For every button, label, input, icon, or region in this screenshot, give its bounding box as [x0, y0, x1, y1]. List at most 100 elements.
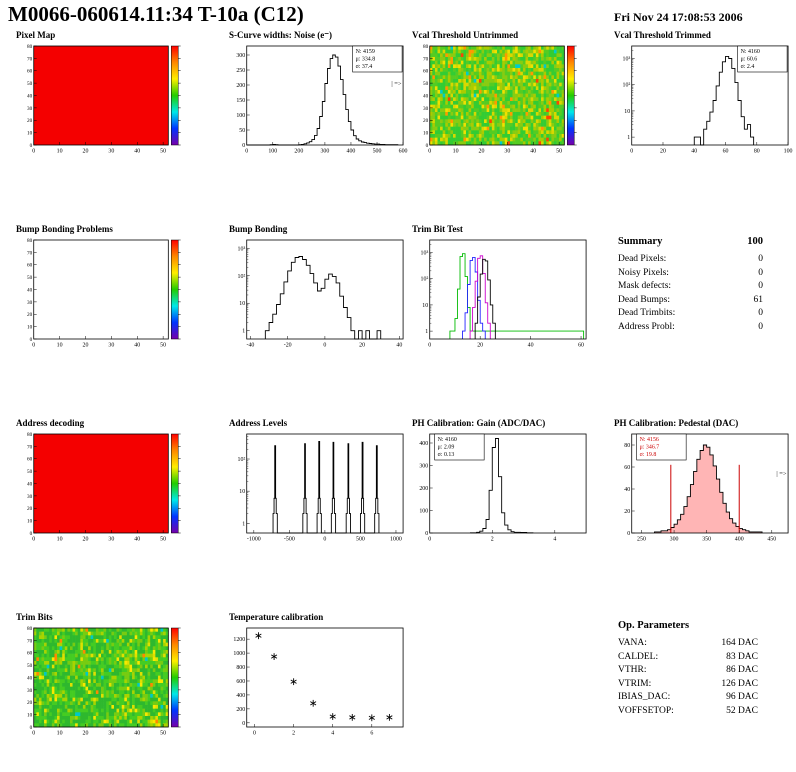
svg-text:30: 30 — [27, 688, 33, 694]
svg-text:30: 30 — [108, 730, 114, 736]
svg-text:0: 0 — [32, 342, 35, 348]
summary-item-label: Dead Bumps: — [618, 294, 670, 305]
svg-text:σ: 19.8: σ: 19.8 — [640, 452, 657, 458]
svg-text:-40: -40 — [247, 342, 255, 348]
svg-text:20: 20 — [624, 509, 630, 515]
page-title: M0066-060614.11:34 T-10a (C12) — [8, 2, 304, 26]
svg-text:20: 20 — [477, 342, 483, 348]
svg-text:1000: 1000 — [390, 536, 402, 542]
svg-text:σ: 0.13: σ: 0.13 — [438, 452, 455, 458]
svg-text:40: 40 — [134, 342, 140, 348]
svg-text:80: 80 — [27, 432, 33, 438]
svg-text:40: 40 — [528, 342, 534, 348]
svg-text:100: 100 — [236, 113, 245, 119]
svg-text:80: 80 — [27, 238, 33, 244]
svg-text:450: 450 — [767, 536, 776, 542]
svg-text:-500: -500 — [284, 536, 295, 542]
svg-text:40: 40 — [134, 148, 140, 154]
svg-text:10: 10 — [422, 303, 428, 309]
summary-item-value: 0 — [758, 281, 763, 291]
svg-text:20: 20 — [83, 536, 89, 542]
summary-item-value: 0 — [758, 321, 763, 332]
svg-text:40: 40 — [134, 730, 140, 736]
svg-text:30: 30 — [108, 536, 114, 542]
svg-text:50: 50 — [556, 148, 562, 154]
svg-text:60: 60 — [578, 342, 584, 348]
svg-text:0: 0 — [30, 337, 33, 343]
svg-text:200: 200 — [236, 707, 245, 713]
op-parameters-block: Op. Parameters VANA: 164 DAC CALDEL: 83 DA… — [618, 620, 758, 719]
svg-text:40: 40 — [27, 675, 33, 681]
svg-text:1000: 1000 — [233, 651, 245, 657]
vcal-untrimmed-heatmap: 0 10 20 30 40 50 0 10 20 30 40 50 60 70 80 — [423, 44, 577, 155]
summary-item-value: 0 — [758, 308, 763, 318]
svg-text:40: 40 — [691, 148, 697, 154]
svg-text:200: 200 — [294, 148, 303, 154]
svg-text:1200: 1200 — [233, 637, 245, 643]
svg-text:50: 50 — [239, 128, 245, 134]
op-parameter-item: IBIAS_DAC: 96 DAC — [618, 692, 758, 702]
chart-title: Trim Bit Test — [412, 224, 463, 234]
svg-text:20: 20 — [27, 312, 33, 318]
svg-text:40: 40 — [27, 481, 33, 487]
svg-text:0: 0 — [32, 148, 35, 154]
summary-item: Dead Trimbits: 0 — [618, 308, 763, 318]
op-parameter-item: VTRIM: 126 DAC — [618, 679, 758, 689]
svg-text:20: 20 — [27, 700, 33, 706]
svg-text:| =>: | => — [776, 471, 786, 478]
timestamp: Fri Nov 24 17:08:53 2006 — [614, 10, 743, 24]
summary-item-label: Dead Pixels: — [618, 254, 667, 264]
svg-text:0: 0 — [30, 725, 33, 731]
summary-score: 100 — [747, 236, 763, 247]
svg-text:10: 10 — [423, 131, 429, 137]
pixel-map-heatmap: 0 10 20 30 40 50 0 10 20 30 40 50 60 70 80 — [27, 44, 181, 155]
svg-text:20: 20 — [83, 148, 89, 154]
svg-text:10: 10 — [57, 730, 63, 736]
svg-text:60: 60 — [27, 651, 33, 657]
trim-bits-heatmap: 0 10 20 30 40 50 0 10 20 30 40 50 60 70 80 — [27, 626, 181, 737]
svg-text:600: 600 — [236, 679, 245, 685]
svg-text:1: 1 — [627, 135, 630, 141]
panel-trim-bits: Trim Bits 0 10 20 30 40 50 0 10 20 30 40 50 60 70 80 — [8, 612, 198, 743]
summary-item: Mask defects: 0 — [618, 281, 763, 291]
svg-text:10: 10 — [453, 148, 459, 154]
svg-text:400: 400 — [236, 693, 245, 699]
svg-text:20: 20 — [27, 506, 33, 512]
svg-text:100: 100 — [784, 148, 793, 154]
svg-text:50: 50 — [160, 536, 166, 542]
svg-text:80: 80 — [754, 148, 760, 154]
summary-item: Noisy Pixels: 0 — [618, 268, 763, 278]
svg-text:300: 300 — [419, 463, 428, 469]
svg-text:20: 20 — [660, 148, 666, 154]
svg-text:0: 0 — [426, 143, 429, 149]
svg-text:N: 4160: N: 4160 — [438, 437, 457, 443]
svg-text:μ: 2.09: μ: 2.09 — [438, 444, 455, 450]
scurve-noise-histogram: 0 100 200 300 400 500 600 0 50 100 150 200 250 300 N: … — [236, 45, 408, 155]
svg-text:150: 150 — [236, 98, 245, 104]
svg-text:50: 50 — [160, 148, 166, 154]
svg-text:70: 70 — [27, 250, 33, 256]
op-parameter-value: 126 DAC — [721, 678, 758, 689]
svg-text:30: 30 — [423, 106, 429, 112]
svg-text:250: 250 — [637, 536, 646, 542]
svg-text:60: 60 — [423, 69, 429, 75]
svg-text:300: 300 — [670, 536, 679, 542]
chart-title: Temperature calibration — [229, 612, 324, 622]
svg-text:70: 70 — [27, 444, 33, 450]
svg-text:0: 0 — [32, 730, 35, 736]
svg-text:-1000: -1000 — [247, 536, 261, 542]
svg-text:40: 40 — [530, 148, 536, 154]
svg-text:20: 20 — [83, 730, 89, 736]
svg-text:0: 0 — [30, 143, 33, 149]
svg-text:80: 80 — [27, 626, 33, 632]
summary-item-value: 0 — [758, 267, 763, 278]
svg-text:60: 60 — [27, 263, 33, 269]
svg-text:70: 70 — [27, 638, 33, 644]
svg-text:10: 10 — [27, 325, 33, 331]
panel-ph-pedestal: PH Calibration: Pedestal (DAC) 250 300 350… — [606, 418, 796, 549]
chart-title: Address decoding — [16, 418, 85, 428]
svg-text:2: 2 — [292, 730, 295, 736]
svg-text:500: 500 — [356, 536, 365, 542]
